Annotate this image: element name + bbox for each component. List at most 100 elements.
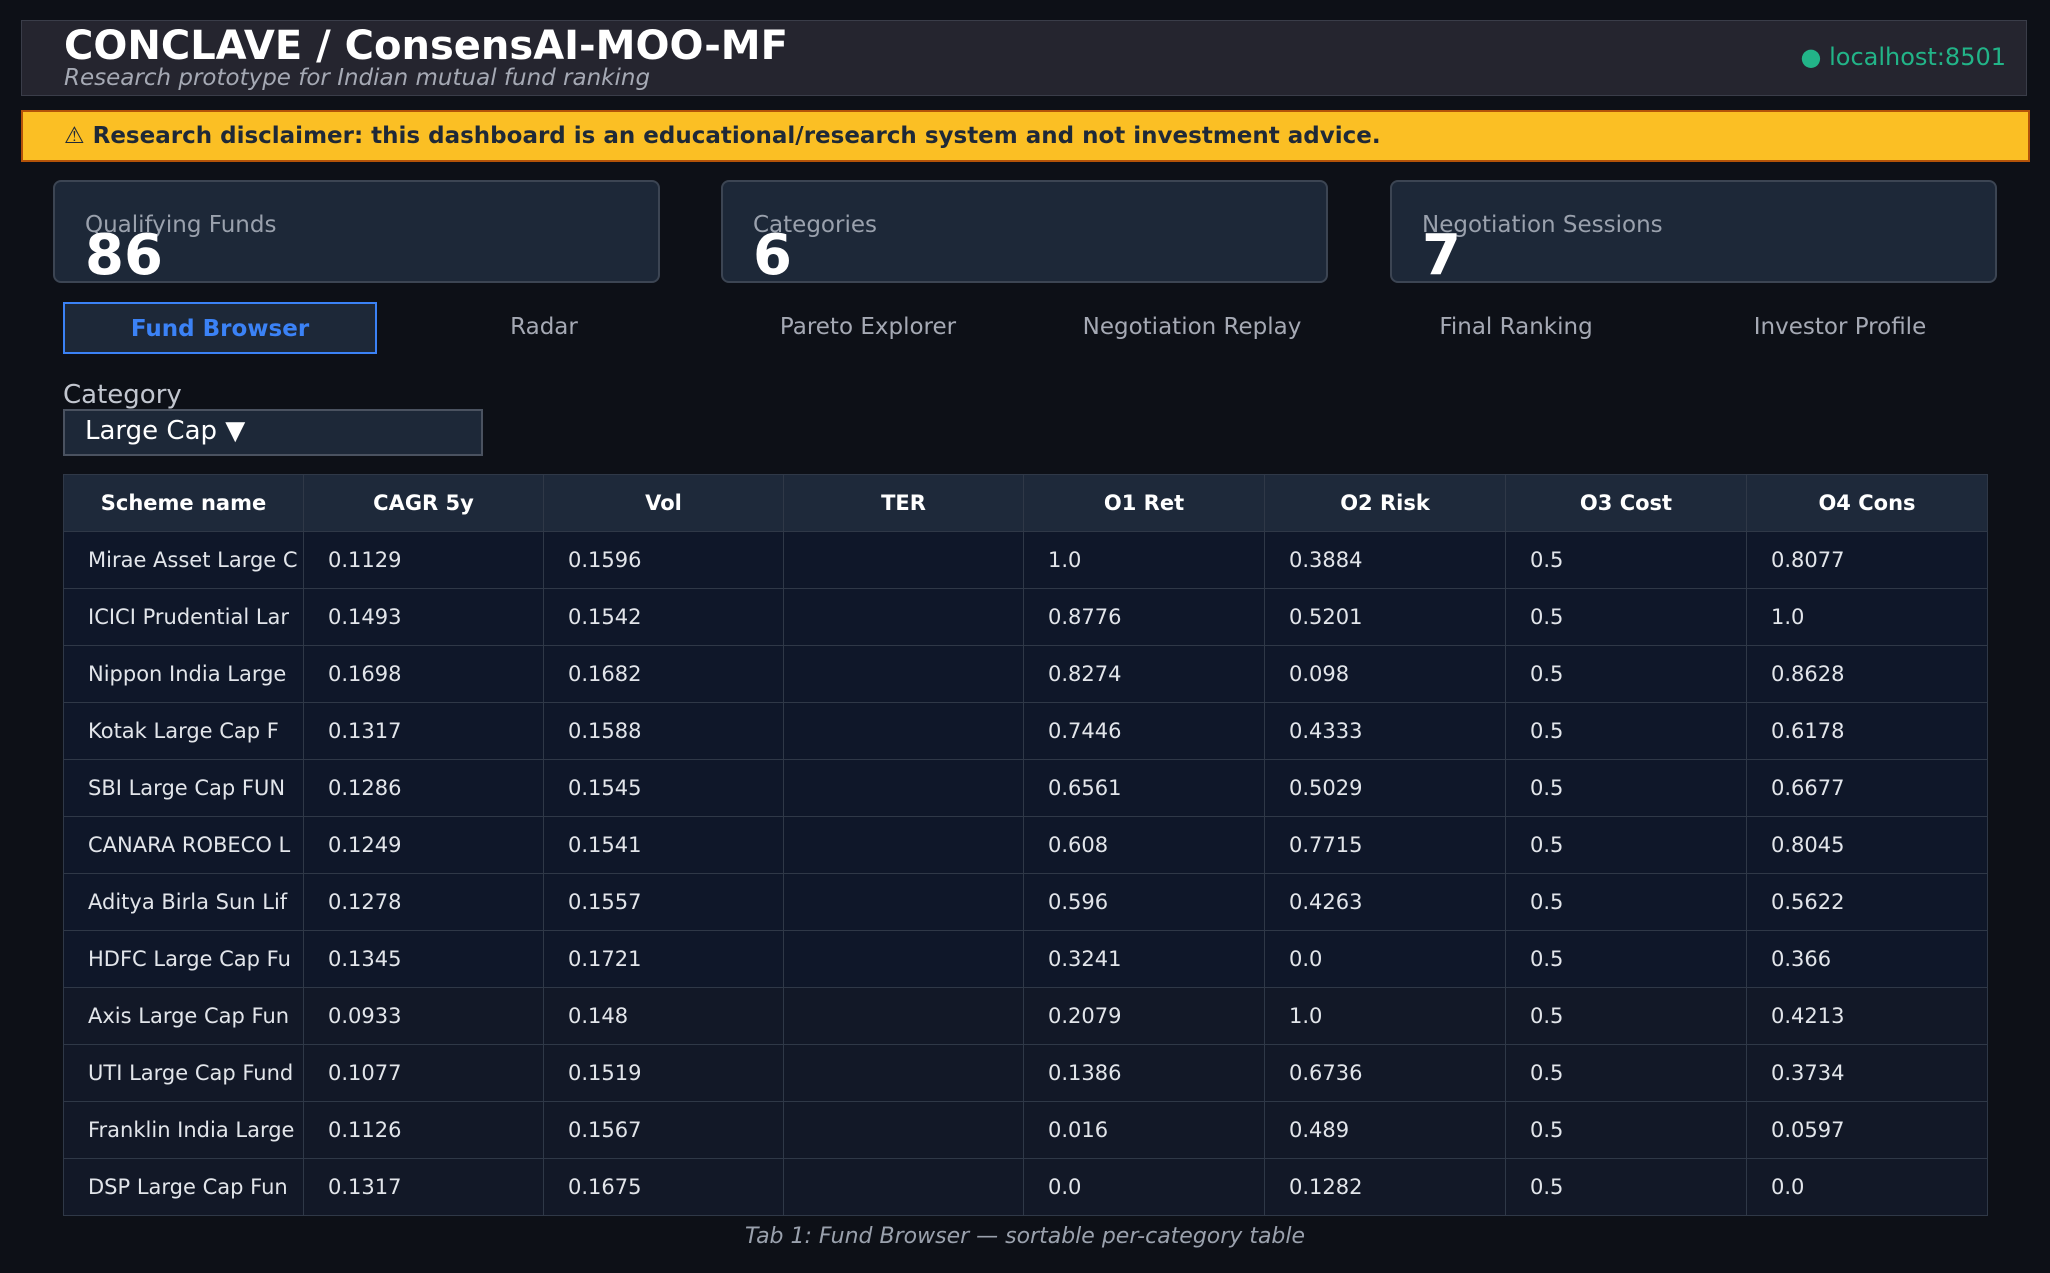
cell-o2-risk: 0.5201 (1264, 588, 1506, 646)
cell-o3-cost: 0.5 (1505, 1158, 1747, 1216)
cell-o2-risk: 0.0 (1264, 930, 1506, 988)
cell-cagr-5y: 0.1129 (303, 531, 544, 589)
column-header-o2-risk[interactable]: O2 Risk (1264, 474, 1506, 532)
metric-label: Qualifying Funds (85, 212, 277, 238)
cell-o4-cons: 1.0 (1746, 588, 1988, 646)
cell-ter (783, 588, 1024, 646)
table-row[interactable]: Franklin India Large 0.1126 0.1567 0.016 0.4… (63, 1101, 1988, 1159)
column-header-vol[interactable]: Vol (543, 474, 784, 532)
column-header-o4-cons[interactable]: O4 Cons (1746, 474, 1988, 532)
cell-o3-cost: 0.5 (1505, 987, 1747, 1045)
server-status-link[interactable]: ● localhost:8501 (1800, 43, 2006, 71)
cell-o1-ret: 0.596 (1023, 873, 1265, 931)
cell-vol: 0.1596 (543, 531, 784, 589)
column-header-o3-cost[interactable]: O3 Cost (1505, 474, 1747, 532)
app-title: CONCLAVE / ConsensAI-MOO-MF (64, 23, 788, 69)
cell-o4-cons: 0.0 (1746, 1158, 1988, 1216)
cell-o3-cost: 0.5 (1505, 930, 1747, 988)
cell-o3-cost: 0.5 (1505, 1101, 1747, 1159)
cell-scheme-name: UTI Large Cap Fund (63, 1044, 304, 1102)
tab-negotiation-replay[interactable]: Negotiation Replay (1082, 314, 1302, 340)
cell-o4-cons: 0.0597 (1746, 1101, 1988, 1159)
cell-vol: 0.1519 (543, 1044, 784, 1102)
cell-o3-cost: 0.5 (1505, 816, 1747, 874)
metric-card-categories: Categories 6 (721, 180, 1328, 288)
table-row[interactable]: CANARA ROBECO L 0.1249 0.1541 0.608 0.7715 0.… (63, 816, 1988, 874)
cell-o1-ret: 0.2079 (1023, 987, 1265, 1045)
cell-o2-risk: 0.3884 (1264, 531, 1506, 589)
cell-o3-cost: 0.5 (1505, 759, 1747, 817)
cell-o2-risk: 0.098 (1264, 645, 1506, 703)
cell-ter (783, 930, 1024, 988)
cell-o1-ret: 0.016 (1023, 1101, 1265, 1159)
table-row[interactable]: Aditya Birla Sun Lif 0.1278 0.1557 0.596 0.4… (63, 873, 1988, 931)
cell-scheme-name: ICICI Prudential Lar (63, 588, 304, 646)
column-header-cagr-5y[interactable]: CAGR 5y (303, 474, 544, 532)
cell-o4-cons: 0.8628 (1746, 645, 1988, 703)
column-header-o1-ret[interactable]: O1 Ret (1023, 474, 1265, 532)
table-row[interactable]: Nippon India Large 0.1698 0.1682 0.8274 0.09… (63, 645, 1988, 703)
cell-o4-cons: 0.5622 (1746, 873, 1988, 931)
tab-pareto-explorer[interactable]: Pareto Explorer (779, 314, 957, 340)
cell-o2-risk: 0.4263 (1264, 873, 1506, 931)
cell-cagr-5y: 0.0933 (303, 987, 544, 1045)
tab-investor-profile[interactable]: Investor Profile (1753, 314, 1927, 340)
cell-vol: 0.1588 (543, 702, 784, 760)
cell-ter (783, 873, 1024, 931)
tab-radar[interactable]: Radar (510, 314, 578, 340)
cell-o3-cost: 0.5 (1505, 588, 1747, 646)
cell-o4-cons: 0.8045 (1746, 816, 1988, 874)
cell-o2-risk: 0.1282 (1264, 1158, 1506, 1216)
column-header-ter[interactable]: TER (783, 474, 1024, 532)
cell-o3-cost: 0.5 (1505, 645, 1747, 703)
cell-o2-risk: 0.6736 (1264, 1044, 1506, 1102)
table-row[interactable]: SBI Large Cap FUN 0.1286 0.1545 0.6561 0.502… (63, 759, 1988, 817)
cell-o4-cons: 0.8077 (1746, 531, 1988, 589)
metric-card-negotiation-sessions: Negotiation Sessions 7 (1390, 180, 1997, 288)
cell-o3-cost: 0.5 (1505, 531, 1747, 589)
cell-o2-risk: 0.5029 (1264, 759, 1506, 817)
cell-o1-ret: 0.0 (1023, 1158, 1265, 1216)
app-subtitle: Research prototype for Indian mutual fun… (64, 65, 651, 91)
cell-ter (783, 759, 1024, 817)
cell-o1-ret: 0.6561 (1023, 759, 1265, 817)
cell-cagr-5y: 0.1278 (303, 873, 544, 931)
cell-ter (783, 702, 1024, 760)
table-row[interactable]: DSP Large Cap Fun 0.1317 0.1675 0.0 0.1282 0.… (63, 1158, 1988, 1216)
cell-cagr-5y: 0.1317 (303, 702, 544, 760)
tab-fund-browser[interactable]: Fund Browser (63, 302, 377, 354)
tab-final-ranking[interactable]: Final Ranking (1439, 314, 1593, 340)
cell-vol: 0.1682 (543, 645, 784, 703)
table-row[interactable]: ICICI Prudential Lar 0.1493 0.1542 0.8776 0.… (63, 588, 1988, 646)
cell-cagr-5y: 0.1077 (303, 1044, 544, 1102)
cell-vol: 0.148 (543, 987, 784, 1045)
figure-caption: Tab 1: Fund Browser — sortable per-categ… (744, 1224, 1306, 1249)
cell-cagr-5y: 0.1317 (303, 1158, 544, 1216)
metric-value: 7 (1422, 223, 1461, 288)
cell-o4-cons: 0.6178 (1746, 702, 1988, 760)
cell-scheme-name: Kotak Large Cap F (63, 702, 304, 760)
fund-table: Scheme name CAGR 5y Vol TER O1 Ret O2 Risk O3 … (63, 474, 1988, 1216)
table-row[interactable]: UTI Large Cap Fund 0.1077 0.1519 0.1386 0.67… (63, 1044, 1988, 1102)
cell-vol: 0.1557 (543, 873, 784, 931)
cell-scheme-name: Aditya Birla Sun Lif (63, 873, 304, 931)
table-row[interactable]: Mirae Asset Large C 0.1129 0.1596 1.0 0.3884… (63, 531, 1988, 589)
cell-o1-ret: 1.0 (1023, 531, 1265, 589)
cell-vol: 0.1541 (543, 816, 784, 874)
cell-o1-ret: 0.3241 (1023, 930, 1265, 988)
cell-o1-ret: 0.8274 (1023, 645, 1265, 703)
table-row[interactable]: HDFC Large Cap Fu 0.1345 0.1721 0.3241 0.0 0.… (63, 930, 1988, 988)
metric-value: 6 (753, 223, 792, 288)
cell-cagr-5y: 0.1249 (303, 816, 544, 874)
table-row[interactable]: Axis Large Cap Fun 0.0933 0.148 0.2079 1.0 0.… (63, 987, 1988, 1045)
category-select[interactable]: Large Cap ▼ (63, 409, 483, 456)
cell-vol: 0.1721 (543, 930, 784, 988)
cell-o4-cons: 0.4213 (1746, 987, 1988, 1045)
cell-o1-ret: 0.1386 (1023, 1044, 1265, 1102)
column-header-scheme-name[interactable]: Scheme name (63, 474, 304, 532)
cell-scheme-name: DSP Large Cap Fun (63, 1158, 304, 1216)
metric-label: Categories (753, 212, 877, 238)
table-row[interactable]: Kotak Large Cap F 0.1317 0.1588 0.7446 0.433… (63, 702, 1988, 760)
cell-cagr-5y: 0.1698 (303, 645, 544, 703)
cell-o2-risk: 0.489 (1264, 1101, 1506, 1159)
